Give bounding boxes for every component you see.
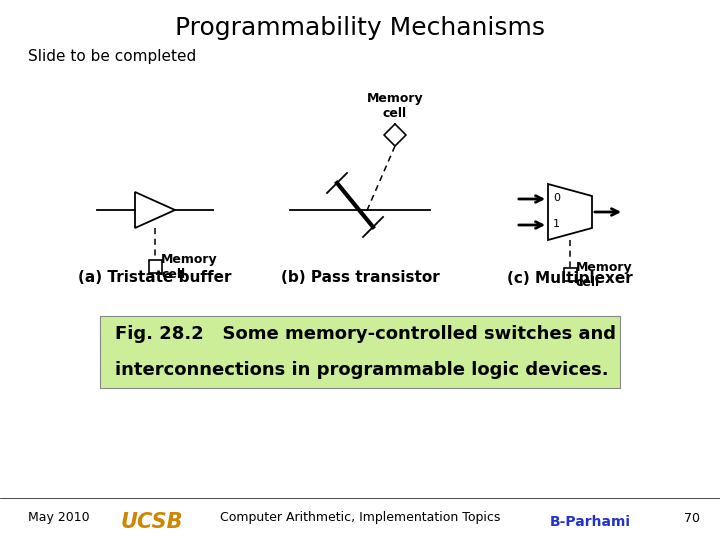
Text: 1: 1 — [553, 219, 560, 229]
Text: Slide to be completed: Slide to be completed — [28, 49, 197, 64]
Text: Memory
cell: Memory cell — [576, 260, 633, 288]
Text: 70: 70 — [684, 511, 700, 524]
Text: Memory
cell: Memory cell — [366, 92, 423, 120]
Text: Memory
cell: Memory cell — [161, 253, 217, 280]
Text: interconnections in programmable logic devices.: interconnections in programmable logic d… — [115, 361, 608, 379]
Text: May 2010: May 2010 — [28, 511, 89, 524]
Text: (c) Multiplexer: (c) Multiplexer — [507, 271, 633, 286]
Text: (b) Pass transistor: (b) Pass transistor — [281, 271, 439, 286]
Bar — [100, 316, 620, 388]
Text: B-Parhami: B-Parhami — [549, 515, 631, 529]
Text: Fig. 28.2   Some memory-controlled switches and: Fig. 28.2 Some memory-controlled switche… — [115, 325, 616, 343]
Text: Computer Arithmetic, Implementation Topics: Computer Arithmetic, Implementation Topi… — [220, 511, 500, 524]
Text: UCSB: UCSB — [121, 512, 184, 532]
Bar — [564, 268, 577, 281]
Text: 0: 0 — [553, 193, 560, 203]
Text: (a) Tristate buffer: (a) Tristate buffer — [78, 271, 232, 286]
Text: Programmability Mechanisms: Programmability Mechanisms — [175, 16, 545, 40]
Bar — [148, 260, 161, 273]
